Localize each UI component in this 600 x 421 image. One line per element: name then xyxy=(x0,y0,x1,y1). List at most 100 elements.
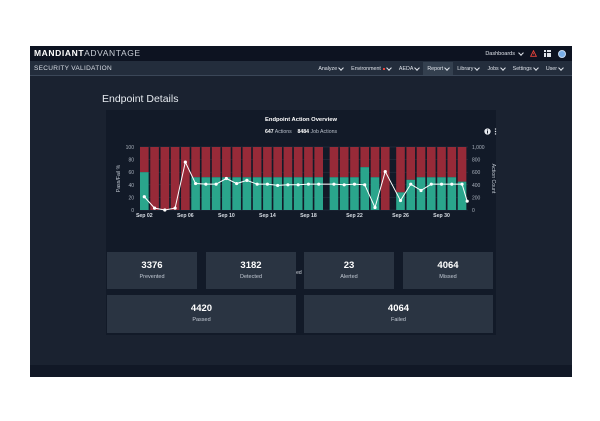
action-count-line xyxy=(143,160,468,211)
bar-passed xyxy=(350,177,359,210)
bar-failed xyxy=(416,147,426,178)
bar-passed xyxy=(191,177,200,210)
stat-value: 4064 xyxy=(387,303,410,314)
chart-title: Endpoint Action Overview xyxy=(265,117,337,123)
stat-card-prevented: 3376 Prevented xyxy=(107,252,197,289)
brand-logo[interactable]: MANDIANTADVANTAGE xyxy=(34,48,141,58)
bar-passed xyxy=(360,167,370,210)
bottom-strip xyxy=(30,365,572,377)
bar-passed xyxy=(437,177,446,210)
section-title: SECURITY VALIDATION xyxy=(34,65,112,72)
action-count-point xyxy=(465,199,469,203)
bar-passed xyxy=(339,177,349,210)
nav-item-settings[interactable]: Settings xyxy=(509,62,542,75)
action-count-point xyxy=(439,182,444,186)
bar-passed xyxy=(447,177,457,210)
action-count-point xyxy=(306,182,311,186)
x-axis-tick-label: Sep 02 xyxy=(136,213,153,219)
chevron-down-icon xyxy=(444,64,451,71)
bar-failed xyxy=(150,147,159,210)
apps-grid-icon[interactable] xyxy=(544,50,551,57)
bar-failed xyxy=(191,147,200,178)
y-axis-title: Pass/Fail % xyxy=(116,164,122,192)
action-count-point xyxy=(245,178,249,182)
alert-icon[interactable] xyxy=(530,50,537,57)
nav-item-report[interactable]: Report xyxy=(423,62,454,75)
dashboards-button[interactable]: Dashboards xyxy=(485,49,524,57)
page-title: Endpoint Details xyxy=(102,93,179,105)
nav-item-library[interactable]: Library xyxy=(453,62,483,75)
action-count-point xyxy=(193,181,198,186)
y2-axis-tick-label: 200 xyxy=(472,195,481,201)
x-axis-tick-label: Sep 22 xyxy=(346,213,363,219)
bar-failed xyxy=(252,147,262,178)
bar-passed xyxy=(406,179,416,210)
chevron-down-icon xyxy=(386,64,392,71)
bar-passed xyxy=(232,177,241,210)
bar-failed xyxy=(181,147,190,210)
stat-label: Detected xyxy=(239,274,262,280)
action-count-point xyxy=(398,198,403,203)
stat-label: Prevented xyxy=(139,274,165,280)
stat-value: 4420 xyxy=(190,303,213,314)
y2-axis-tick-label: 800 xyxy=(472,158,481,164)
nav-item-jobs[interactable]: Jobs xyxy=(483,62,508,75)
bar-passed xyxy=(283,177,293,210)
action-count-point xyxy=(142,195,146,199)
stat-label: Passed xyxy=(192,317,211,323)
brand-name: MANDIANT xyxy=(34,48,85,58)
nav-item-analyze[interactable]: Analyze xyxy=(314,62,347,75)
x-axis-tick-label: Sep 18 xyxy=(300,213,317,219)
action-count-point xyxy=(183,160,187,164)
bar-failed xyxy=(426,147,436,178)
bar-failed xyxy=(170,147,180,210)
stat-card-failed: 4064 Failed xyxy=(304,295,493,333)
action-count-point xyxy=(235,181,239,186)
bar-failed xyxy=(160,147,170,210)
stat-card-alerted: 23 Alerted xyxy=(304,252,394,289)
chevron-down-icon xyxy=(532,64,539,71)
chevron-down-icon xyxy=(338,64,345,71)
bar-failed xyxy=(140,147,149,173)
nav-item-user[interactable]: User xyxy=(542,62,567,75)
y2-axis-tick-label: 600 xyxy=(472,170,481,176)
bar-failed xyxy=(304,147,313,178)
info-icon[interactable] xyxy=(484,128,491,135)
action-count-point xyxy=(296,183,300,187)
x-axis-tick-label: Sep 26 xyxy=(392,213,409,219)
action-count-point xyxy=(419,188,423,193)
bar-failed xyxy=(314,147,324,178)
chevron-down-icon xyxy=(414,64,421,71)
action-count-point xyxy=(214,182,218,186)
bar-passed xyxy=(457,181,467,210)
avatar[interactable] xyxy=(558,49,566,58)
bar-passed xyxy=(329,177,339,210)
y2-axis-tick-label: 1,000 xyxy=(472,145,485,151)
action-count-point xyxy=(373,205,377,210)
action-count-point xyxy=(276,183,280,188)
nav-item-label: Library xyxy=(457,65,474,72)
stat-value: 3182 xyxy=(240,260,262,271)
bar-failed xyxy=(437,147,446,178)
bar-failed xyxy=(396,147,405,193)
actions-count: 647 xyxy=(264,129,274,135)
app-window: MANDIANTADVANTAGE Dashboards SECURITY VA… xyxy=(30,46,572,377)
action-count-point xyxy=(363,183,367,187)
more-options-icon[interactable] xyxy=(494,128,497,135)
nav-item-environment[interactable]: Environment xyxy=(347,62,395,75)
bar-passed xyxy=(416,177,426,210)
action-count-point xyxy=(332,182,336,186)
action-count-point xyxy=(173,206,177,210)
nav-item-aeda[interactable]: AEDA xyxy=(395,62,423,75)
stat-value: 4064 xyxy=(437,260,459,271)
bar-passed xyxy=(140,172,149,210)
y2-axis-tick-label: 0 xyxy=(472,208,475,214)
action-count-point xyxy=(163,208,167,212)
brand-suffix: ADVANTAGE xyxy=(84,48,141,58)
action-count-point xyxy=(224,176,228,181)
bar-failed xyxy=(447,147,457,178)
y2-axis-tick-label: 400 xyxy=(472,183,481,189)
bar-failed xyxy=(242,147,252,178)
nav-item-label: User xyxy=(545,65,557,72)
